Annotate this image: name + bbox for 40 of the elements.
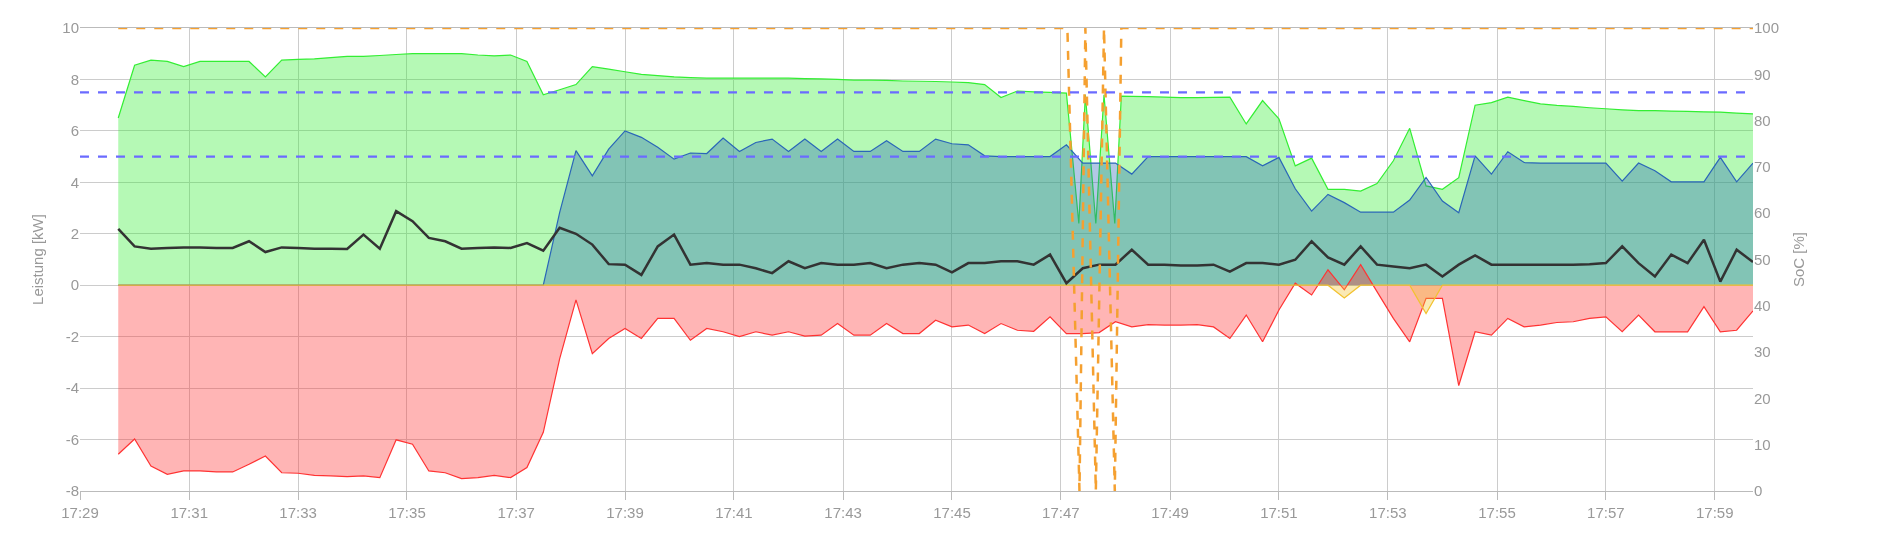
x-tick-label: 17:33 xyxy=(279,504,317,521)
y-tick-label: 6 xyxy=(70,122,79,140)
y-tick-label: 4 xyxy=(70,173,79,191)
y-tick-label: -2 xyxy=(65,327,79,345)
y2-tick-label: 90 xyxy=(1754,65,1771,83)
x-tick-label: 17:55 xyxy=(1478,504,1516,521)
x-tick-label: 17:31 xyxy=(170,504,208,521)
y2-tick-label: 30 xyxy=(1754,343,1771,361)
y-axis-title: Leistung [kW] xyxy=(28,214,46,305)
y-tick-label: 0 xyxy=(70,276,79,294)
y2-tick-label: 60 xyxy=(1754,204,1771,222)
x-tick-label: 17:47 xyxy=(1042,504,1080,521)
x-tick-label: 17:39 xyxy=(606,504,644,521)
y2-tick-label: 20 xyxy=(1754,389,1771,407)
x-tick-label: 17:53 xyxy=(1369,504,1407,521)
y2-tick-label: 10 xyxy=(1754,435,1771,453)
y2-tick-label: 70 xyxy=(1754,158,1771,176)
y-tick-label: 8 xyxy=(70,70,79,88)
x-tick-label: 17:35 xyxy=(388,504,426,521)
x-tick-label: 17:41 xyxy=(715,504,753,521)
y-tick-label: 10 xyxy=(62,19,79,37)
line-series xyxy=(117,209,1753,285)
y-tick-label: -8 xyxy=(65,482,79,500)
y2-axis-title: SoC [%] xyxy=(1790,231,1808,288)
x-tick-label: 17:59 xyxy=(1695,504,1734,521)
x-tick-label: 17:37 xyxy=(497,504,535,521)
x-tick-label: 17:29 xyxy=(61,504,99,521)
y2-tick-label: 0 xyxy=(1754,482,1763,500)
y-tick-label: -6 xyxy=(65,430,79,448)
x-tick-label: 17:43 xyxy=(824,504,862,521)
x-tick-label: 17:45 xyxy=(933,504,971,521)
y2-tick-label: 40 xyxy=(1754,297,1771,315)
y2-tick-label: 50 xyxy=(1754,250,1771,268)
x-tick-label: 17:57 xyxy=(1587,504,1625,521)
x-tick-label: 17:49 xyxy=(1151,504,1189,521)
y-tick-label: -4 xyxy=(65,379,79,397)
y2-tick-label: 80 xyxy=(1754,111,1771,129)
y2-tick-label: 100 xyxy=(1754,19,1780,37)
x-tick-label: 17:51 xyxy=(1260,504,1298,521)
y-tick-label: 2 xyxy=(70,225,79,243)
